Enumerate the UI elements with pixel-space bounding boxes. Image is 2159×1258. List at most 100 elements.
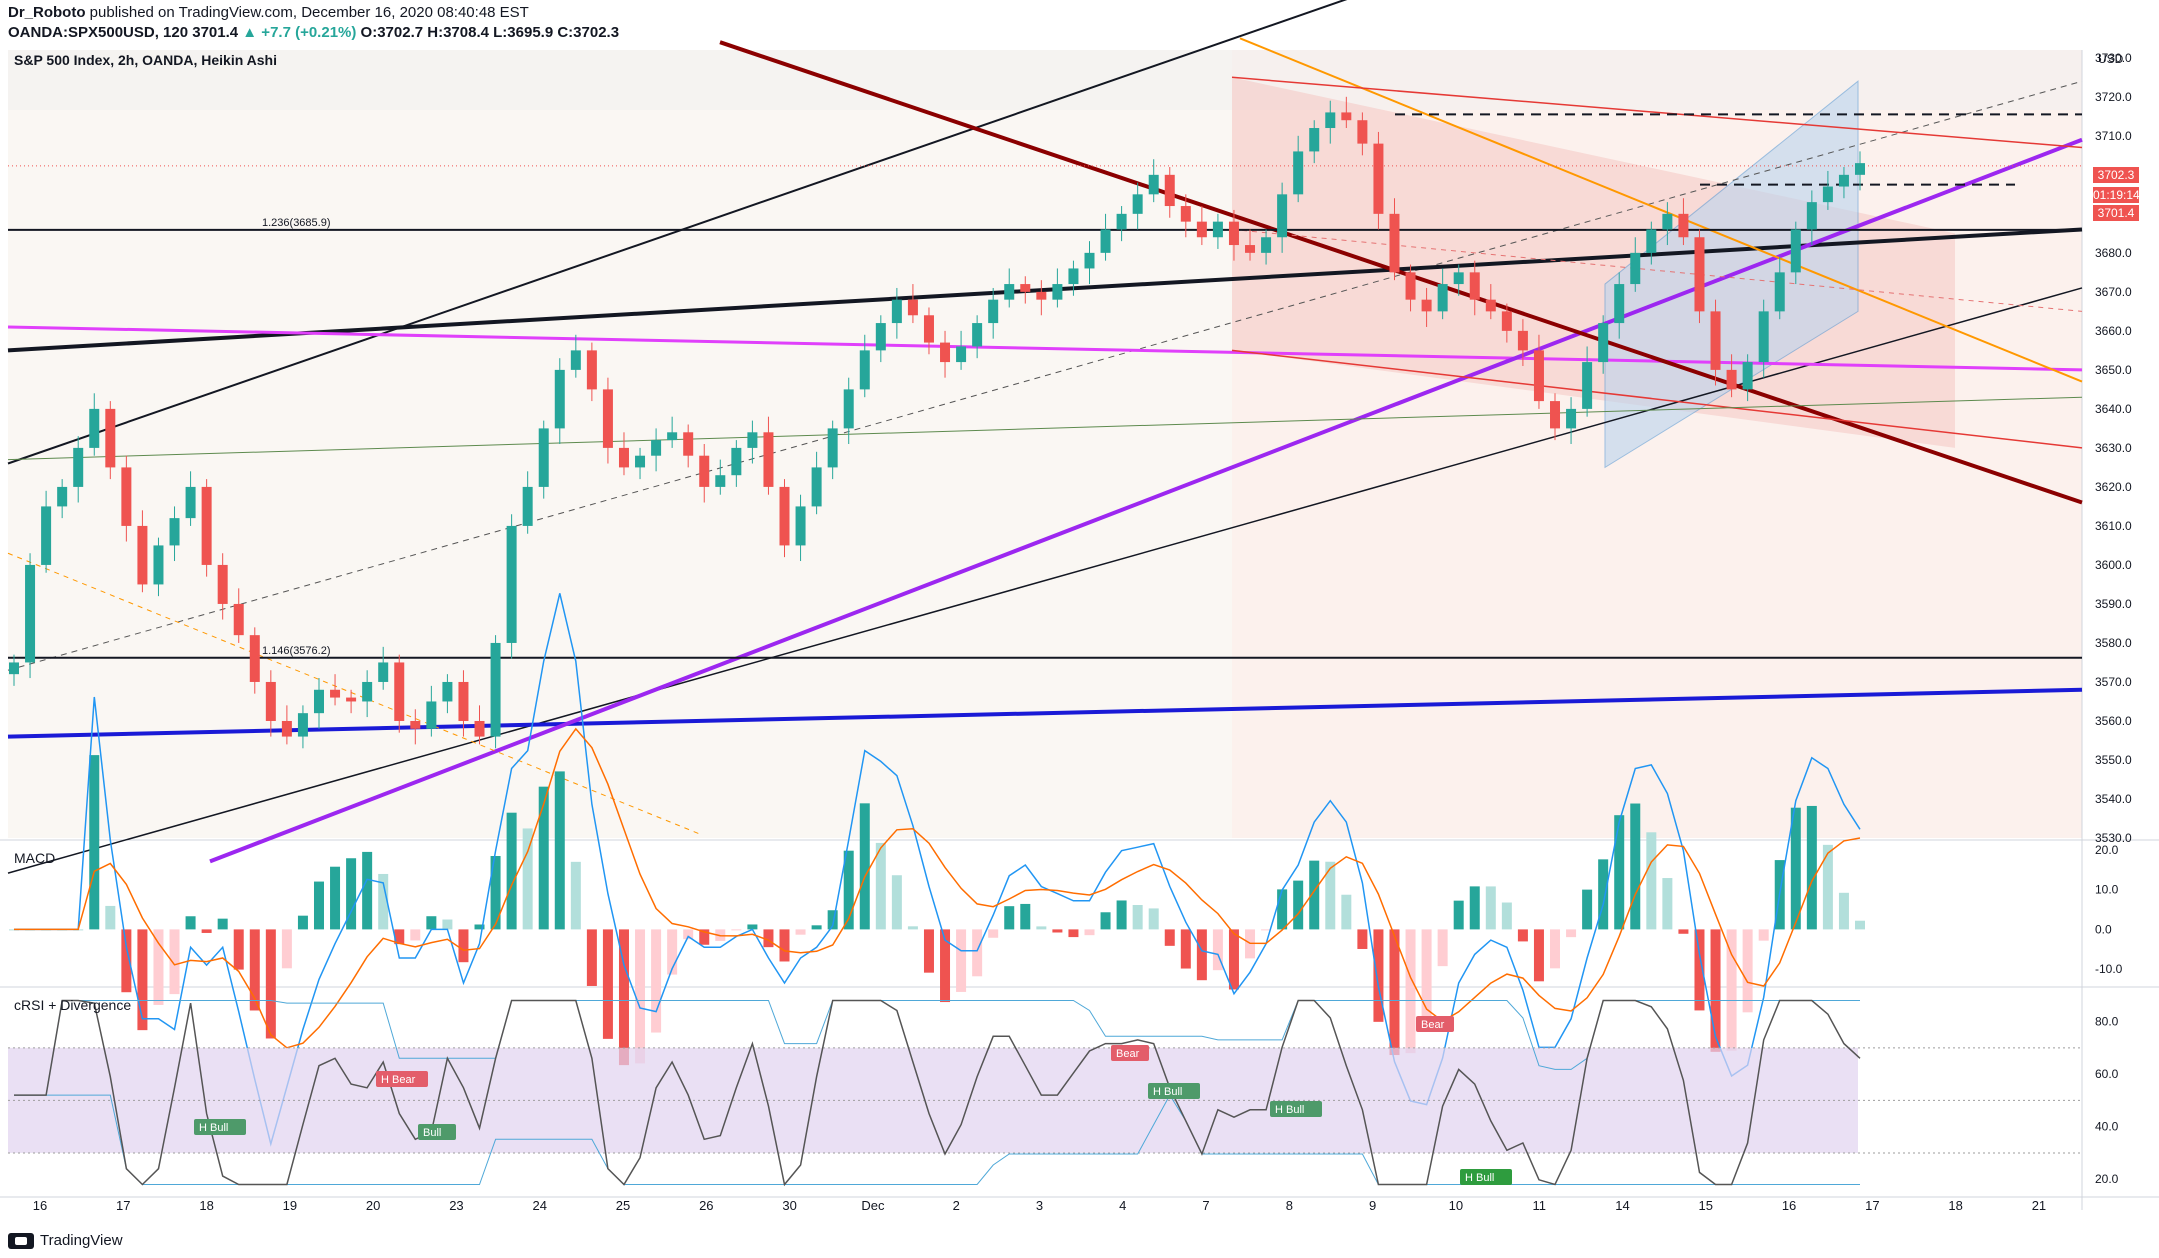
divergence-badge <box>418 1124 456 1140</box>
author-name[interactable]: Dr_Roboto <box>8 4 86 21</box>
macd-histogram-bar <box>1630 803 1641 930</box>
macd-histogram-bar <box>1726 929 1737 1051</box>
signal-line <box>14 727 1861 1049</box>
candle <box>1550 401 1561 429</box>
candle <box>699 455 710 487</box>
macd-histogram-bar <box>1052 929 1063 933</box>
macd-histogram-bar <box>297 915 308 930</box>
candle <box>217 564 228 604</box>
candle <box>763 432 774 487</box>
divergence-badge <box>376 1071 428 1087</box>
y-tick-label: 3610.0 <box>2095 519 2132 533</box>
candle <box>795 506 806 546</box>
divergence-label: H Bull <box>1275 1104 1304 1116</box>
footer-brand[interactable]: TradingView <box>8 1232 123 1249</box>
candle <box>1774 272 1785 312</box>
macd-histogram-bar <box>891 875 902 930</box>
macd-histogram-bar <box>859 803 870 930</box>
candle <box>1630 252 1641 285</box>
candle <box>426 701 437 729</box>
candle <box>1373 143 1384 214</box>
macd-line <box>14 593 1861 1147</box>
candle <box>89 408 100 448</box>
candle <box>233 603 244 636</box>
macd-histogram-bar <box>490 856 501 930</box>
macd-histogram-bar <box>442 919 453 930</box>
macd-histogram-bar <box>153 929 164 1005</box>
candle <box>1132 194 1143 214</box>
x-tick-label: 26 <box>699 1198 713 1213</box>
x-tick-label: 7 <box>1202 1198 1209 1213</box>
candle <box>1838 174 1849 187</box>
macd-histogram-bar <box>1164 929 1175 946</box>
candle <box>891 299 902 324</box>
candle <box>9 662 19 675</box>
macd-histogram-bar <box>1678 929 1689 934</box>
candle <box>602 389 613 448</box>
candle <box>972 323 983 347</box>
y-tick-label: 3720.0 <box>2095 90 2132 104</box>
candle <box>442 681 453 702</box>
price-change: ▲ +7.7 (+0.21%) <box>242 24 357 41</box>
y-tick-label: 3580.0 <box>2095 636 2132 650</box>
candle <box>1228 221 1239 246</box>
candle <box>843 389 854 429</box>
macd-histogram-bar <box>1004 906 1015 930</box>
y-tick-label: 3660.0 <box>2095 324 2132 338</box>
publish-text: published on TradingView.com, December 1… <box>89 4 529 21</box>
macd-histogram-bar <box>346 858 357 930</box>
candle <box>410 720 421 729</box>
macd-histogram-bar <box>313 881 324 930</box>
macd-histogram-bar <box>426 916 437 930</box>
y-tick-label: 3670.0 <box>2095 285 2132 299</box>
support-line-blue <box>7 687 2083 739</box>
candle <box>586 350 597 390</box>
macd-histogram-bar <box>570 861 581 930</box>
macd-histogram-bar <box>651 929 662 1033</box>
macd-histogram-bar <box>602 929 613 1039</box>
macd-histogram-bar <box>1261 929 1272 931</box>
red-channel-top <box>1231 76 2083 149</box>
candle <box>281 720 292 737</box>
y-tick-label: 3630.0 <box>2095 441 2132 455</box>
macd-histogram-bar <box>105 905 116 930</box>
macd-histogram-bar <box>972 929 983 977</box>
candle <box>747 432 758 448</box>
macd-histogram-bar <box>1838 892 1849 930</box>
green-trend-line <box>7 396 2083 461</box>
candle <box>458 681 469 721</box>
publish-line: Dr_Roboto published on TradingView.com, … <box>8 4 529 21</box>
candle <box>1116 213 1127 230</box>
macd-histogram-bar <box>1614 815 1625 930</box>
macd-histogram-bar <box>1550 929 1561 969</box>
x-tick-label: 21 <box>2032 1198 2046 1213</box>
candle <box>1084 252 1095 269</box>
macd-histogram-bar <box>362 851 373 930</box>
macd-histogram-bar <box>1566 929 1577 938</box>
macd-histogram-bar <box>1309 860 1320 930</box>
macd-histogram-bar <box>538 786 549 930</box>
macd-histogram-bar <box>1437 929 1448 967</box>
x-tick-label: Dec <box>861 1198 885 1213</box>
candle <box>1148 174 1159 195</box>
macd-histogram-bar <box>1646 832 1657 930</box>
candle <box>346 697 357 702</box>
candle <box>169 518 180 546</box>
macd-histogram-bar <box>1020 903 1031 930</box>
candle <box>1389 213 1400 273</box>
macd-histogram-bar <box>1148 908 1159 930</box>
macd-histogram-bar <box>586 929 597 986</box>
macd-histogram-bar <box>731 929 742 931</box>
macd-histogram-bar <box>201 929 212 933</box>
last-price-tag: 3701.4 <box>2093 205 2139 221</box>
x-tick-label: 9 <box>1369 1198 1376 1213</box>
macd-histogram-bar <box>1325 861 1336 930</box>
candle <box>1614 284 1625 324</box>
divergence-label: Bear <box>1421 1019 1445 1031</box>
candle <box>1566 408 1577 429</box>
fib-label-upper: 1.236(3685.9) <box>262 217 331 229</box>
candle <box>570 350 581 370</box>
candle <box>185 486 196 519</box>
divergence-label: Bull <box>423 1127 441 1139</box>
